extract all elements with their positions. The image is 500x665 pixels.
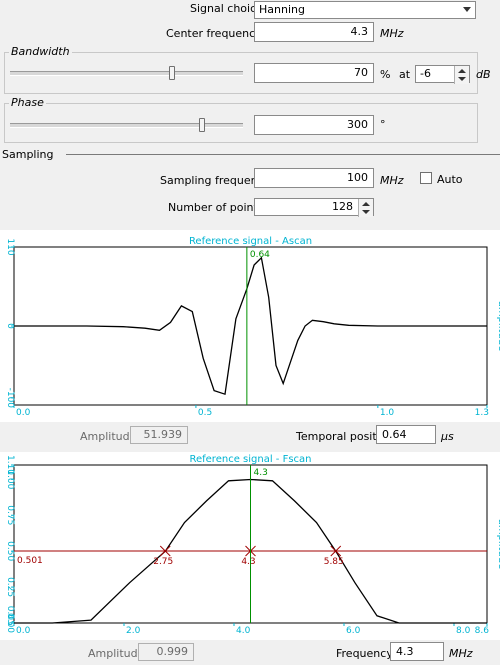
fscan-amplitude-label: Amplitude — [88, 647, 145, 660]
frequency-field[interactable]: 4.3 — [390, 642, 444, 661]
x-tick-label: 4.0 — [236, 626, 251, 636]
center-frequency-field[interactable]: 4.3 — [254, 22, 374, 42]
x-tick-label: 2.0 — [126, 626, 141, 636]
frequency-label: Frequency — [336, 647, 393, 660]
bandwidth-field[interactable]: 70 — [254, 63, 374, 83]
y-tick-label: 0.00 — [5, 613, 15, 633]
spin-arrows-icon[interactable] — [454, 66, 469, 84]
x-tick-label: 8.6 — [475, 626, 490, 636]
slider-track — [10, 71, 243, 76]
y-tick-label: 0 — [5, 323, 15, 329]
threshold-marker-label: 2.75 — [153, 557, 173, 567]
x-tick-label: 0.0 — [16, 626, 31, 636]
x-tick-label: 0.5 — [198, 408, 212, 418]
center-frequency-unit: MHz — [380, 27, 404, 40]
auto-checkbox[interactable] — [420, 172, 432, 184]
bandwidth-slider-handle[interactable] — [168, 66, 175, 80]
bandwidth-at-value: -6 — [420, 67, 431, 80]
number-of-points-value: 128 — [332, 200, 353, 213]
y-tick-label: 0.25 — [5, 577, 15, 597]
y-tick-label: 110 — [5, 238, 15, 255]
chart-title: Reference signal - Fscan — [189, 454, 311, 465]
sampling-frequency-label: Sampling frequency — [160, 174, 271, 187]
slider-track — [10, 123, 243, 128]
y-tick-label: -100 — [5, 388, 15, 409]
x-tick-label: 1.0 — [380, 408, 395, 418]
y-axis-label: amplitude — [496, 301, 500, 352]
chart-title: Reference signal - Ascan — [189, 236, 312, 247]
cursor-label: 4.3 — [254, 468, 268, 478]
number-of-points-spinbox[interactable]: 128 — [254, 198, 374, 217]
phase-group — [4, 103, 478, 143]
bandwidth-title: Bandwidth — [9, 45, 72, 58]
fscan-amplitude-field: 0.999 — [138, 643, 194, 661]
y-tick-label: 1.10 — [5, 455, 15, 475]
x-tick-label: 1.3 — [475, 408, 489, 418]
signal-choice-value: Hanning — [259, 3, 305, 16]
series-line — [14, 256, 487, 396]
x-tick-label: 6.0 — [346, 626, 361, 636]
spin-arrows-icon[interactable] — [358, 199, 373, 217]
frequency-unit: MHz — [449, 647, 473, 660]
chevron-down-icon — [463, 7, 471, 12]
y-tick-label: 1.00 — [5, 469, 15, 489]
sampling-frequency-field[interactable]: 100 — [254, 168, 374, 188]
number-of-points-label: Number of points — [168, 201, 264, 214]
bandwidth-unit: % — [380, 68, 391, 81]
bandwidth-at-unit: dB — [476, 68, 491, 81]
temporal-position-label: Temporal position — [296, 430, 394, 443]
ascan-chart[interactable]: Reference signal - Ascan amplitude 0.0 0.5 1… — [0, 230, 500, 422]
sampling-separator — [66, 154, 500, 155]
fscan-chart[interactable]: Reference signal - Fscan amplitude 0.0 2.0 4… — [0, 452, 500, 640]
ascan-amplitude-field: 51.939 — [130, 426, 188, 444]
x-tick-label: 0.0 — [16, 408, 31, 418]
auto-label: Auto — [437, 173, 463, 186]
center-frequency-label: Center frequency — [166, 27, 262, 40]
signal-choice-select[interactable]: Hanning — [254, 1, 476, 19]
temporal-position-unit: µs — [441, 430, 454, 443]
phase-unit: ° — [380, 118, 386, 131]
temporal-position-field[interactable]: 0.64 — [376, 425, 436, 444]
phase-slider[interactable] — [10, 116, 243, 134]
y-tick-label: 0.75 — [5, 505, 15, 525]
bandwidth-slider[interactable] — [10, 64, 243, 82]
series-line — [14, 478, 487, 624]
threshold-marker — [330, 545, 342, 557]
x-tick-label: 8.0 — [456, 626, 471, 636]
cursor-label: 0.64 — [250, 250, 270, 260]
phase-title: Phase — [9, 96, 46, 109]
sampling-frequency-unit: MHz — [380, 174, 404, 187]
bandwidth-at-label: at — [399, 68, 411, 81]
y-tick-label: 0.50 — [5, 541, 15, 561]
signal-choice-label: Signal choice — [190, 2, 263, 15]
threshold-marker-label: 5.85 — [324, 557, 344, 567]
y-axis-label: amplitude — [496, 519, 500, 570]
threshold-marker-label: 4.3 — [241, 557, 255, 567]
phase-slider-handle[interactable] — [199, 118, 206, 132]
bandwidth-group — [4, 52, 478, 94]
sampling-title: Sampling — [2, 148, 54, 161]
y-tick-label: 0.05 — [5, 606, 15, 626]
bandwidth-at-spinbox[interactable]: -6 — [415, 65, 470, 84]
threshold-marker — [159, 545, 171, 557]
ascan-amplitude-label: Amplitude — [80, 430, 137, 443]
phase-field[interactable]: 300 — [254, 115, 374, 135]
threshold-label: 0.501 — [17, 556, 43, 566]
